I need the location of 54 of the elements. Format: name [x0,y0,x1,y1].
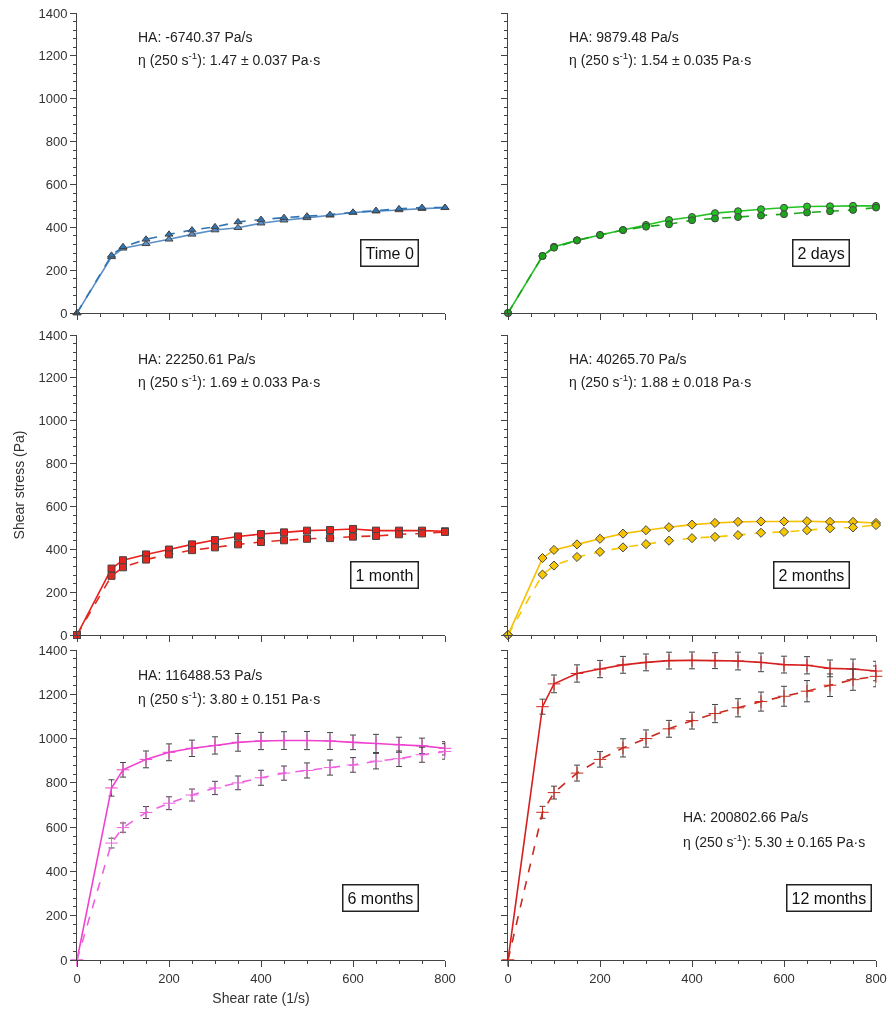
y-tick-label: 400 [45,541,68,557]
annotation: η (250 s$^{-1}$): 1.88 ± 0.018 Pa·s [569,372,752,390]
text: Time 0 [365,244,414,262]
text: 6 months [347,889,414,907]
y-tick-label: 800 [45,134,68,150]
annotation: HA: 40265.70 Pa/s [569,351,687,367]
x-tick-label: 400 [681,970,703,986]
y-tick-label: 600 [45,498,68,514]
y-tick-label: 800 [45,775,68,791]
y-tick-label: 600 [45,176,68,192]
y-tick-label: 1400 [38,5,68,21]
x-tick-label: 0 [504,970,512,986]
y-tick-label: 1200 [38,686,68,702]
y-tick-label: 1400 [38,327,68,343]
y-tick-label: 200 [45,262,68,278]
y-tick-label: 800 [45,456,68,472]
y-tick-label: 1200 [38,48,68,64]
y-tick-label: 200 [45,908,68,924]
text: 12 months [791,889,867,907]
annotation: HA: 116488.53 Pa/s [138,667,263,683]
y-tick-label: 1000 [38,91,68,107]
x-tick-label: 800 [865,970,887,986]
annotation: η (250 s$^{-1}$): 1.54 ± 0.035 Pa·s [569,50,752,68]
x-tick-label: 800 [434,970,456,986]
annotation: η (250 s$^{-1}$): 3.80 ± 0.151 Pa·s [138,689,321,707]
x-axis-title: Shear rate (1/s) [212,989,310,1006]
y-tick-label: 0 [60,627,68,643]
x-tick-label: 400 [250,970,272,986]
y-tick-label: 0 [60,305,68,321]
x-tick-label: 0 [73,970,81,986]
y-axis-title: Shear stress (Pa) [11,430,28,540]
x-tick-label: 600 [773,970,795,986]
annotation: HA: 200802.66 Pa/s [683,809,809,825]
annotation: η (250 s$^{-1}$): 1.47 ± 0.037 Pa·s [138,50,321,68]
y-tick-label: 1000 [38,413,68,429]
y-tick-label: 600 [45,819,68,835]
y-tick-label: 200 [45,584,68,600]
x-tick-label: 200 [158,970,180,986]
y-tick-label: 1200 [38,370,68,386]
text: 2 months [778,566,845,584]
annotation: HA: -6740.37 Pa/s [138,29,253,45]
y-tick-label: 1400 [38,642,68,658]
text: 1 month [355,566,414,584]
annotation: HA: 9879.48 Pa/s [569,29,679,45]
annotation: HA: 22250.61 Pa/s [138,351,256,367]
x-tick-label: 600 [342,970,364,986]
text: 2 days [797,244,845,262]
annotation: η (250 s$^{-1}$): 5.30 ± 0.165 Pa·s [683,832,866,850]
annotation: η (250 s$^{-1}$): 1.69 ± 0.033 Pa·s [138,372,321,390]
x-tick-label: 200 [589,970,611,986]
y-tick-label: 400 [45,219,68,235]
y-tick-label: 1000 [38,731,68,747]
y-tick-label: 0 [60,952,68,968]
y-tick-label: 400 [45,863,68,879]
